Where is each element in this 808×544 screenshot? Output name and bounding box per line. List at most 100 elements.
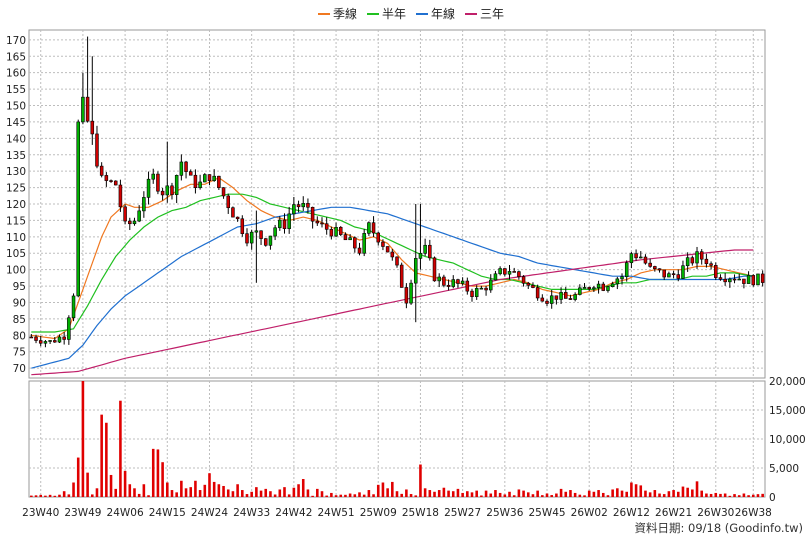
volume-bar-83 <box>419 464 422 497</box>
candle-body-65 <box>334 226 338 237</box>
candle-body-55 <box>287 213 291 229</box>
volume-bar-47 <box>250 491 253 497</box>
volume-bar-77 <box>391 481 394 497</box>
candle-body-139 <box>681 265 685 279</box>
candle-body-115 <box>568 298 573 300</box>
candle-body-59 <box>306 203 310 208</box>
volume-bar-37 <box>203 484 207 497</box>
candle-body-85 <box>428 244 432 259</box>
candle-body-108 <box>535 287 540 299</box>
chart-legend: 季線 半年 年線 三年 <box>318 6 504 21</box>
price-tick-label-20: 170 <box>6 35 26 47</box>
volume-bar-155 <box>756 494 760 497</box>
price-tick-label-0: 70 <box>13 363 26 375</box>
x-tick-label-8: 25W09 <box>360 507 397 519</box>
volume-bar-151 <box>737 495 741 497</box>
candle-body-77 <box>390 251 395 258</box>
volume-bar-132 <box>648 492 652 497</box>
price-tick-label-17: 155 <box>6 84 26 96</box>
volume-bar-43 <box>231 491 235 497</box>
candle-body-71 <box>362 233 366 254</box>
price-tick-label-12: 130 <box>6 166 26 178</box>
volume-bar-5 <box>53 495 57 497</box>
volume-bar-27 <box>156 449 160 497</box>
candle-body-61 <box>315 220 320 224</box>
candle-body-87 <box>437 276 441 282</box>
volume-bar-131 <box>644 490 647 497</box>
volume-bar-41 <box>222 485 225 497</box>
candle-body-60 <box>310 206 315 222</box>
candle-body-111 <box>549 295 554 304</box>
volume-bar-97 <box>484 490 488 497</box>
volume-bar-120 <box>592 491 596 497</box>
x-tick-label-15: 26W21 <box>655 507 692 519</box>
volume-bar-20 <box>123 470 127 497</box>
candle-body-122 <box>601 283 606 291</box>
candle-body-75 <box>381 241 385 247</box>
candle-body-46 <box>245 233 249 244</box>
volume-bar-26 <box>151 448 155 497</box>
candle-body-147 <box>718 277 723 280</box>
volume-bar-112 <box>555 493 558 497</box>
volume-bar-95 <box>475 490 478 497</box>
candle-body-120 <box>592 287 596 290</box>
volume-bar-122 <box>601 492 605 497</box>
volume-bar-102 <box>508 491 511 497</box>
volume-bar-7 <box>62 491 66 497</box>
x-tick-label-11: 25W36 <box>486 507 523 519</box>
candle-body-107 <box>531 285 535 288</box>
ma-line-1 <box>31 193 754 333</box>
candle-body-137 <box>671 273 676 275</box>
candle-body-31 <box>174 175 179 195</box>
price-tick-label-10: 120 <box>6 199 26 211</box>
volume-bar-94 <box>470 492 474 497</box>
candle-body-96 <box>479 287 484 290</box>
price-tick-label-6: 100 <box>6 265 26 277</box>
candle-body-40 <box>217 175 221 188</box>
price-tick-label-18: 160 <box>6 68 26 80</box>
candle-body-106 <box>526 282 531 286</box>
volume-bar-84 <box>423 488 427 497</box>
candle-body-29 <box>165 185 170 196</box>
legend-label-2: 年線 <box>431 6 455 21</box>
volume-bar-135 <box>662 494 666 497</box>
volume-bar-13 <box>90 494 94 497</box>
candle-body-53 <box>278 219 282 229</box>
volume-bar-73 <box>372 494 375 497</box>
volume-bar-10 <box>76 457 80 497</box>
volume-bar-45 <box>241 490 244 497</box>
volume-bar-36 <box>198 490 202 497</box>
volume-bar-144 <box>705 493 708 497</box>
volume-bar-115 <box>569 490 572 497</box>
candle-body-73 <box>371 222 376 234</box>
candle-body-109 <box>540 297 545 302</box>
candle-body-81 <box>409 282 413 304</box>
volume-bar-93 <box>466 491 469 497</box>
x-tick-label-17: 26W38 <box>735 507 772 519</box>
candle-body-98 <box>489 279 493 291</box>
volume-bar-3 <box>44 495 47 497</box>
volume-tick-label-1: 5,000 <box>769 463 799 475</box>
candle-body-132 <box>648 262 652 267</box>
ma-line-2 <box>31 206 754 369</box>
price-tick-label-3: 85 <box>13 314 26 326</box>
x-tick-label-1: 23W49 <box>64 507 101 519</box>
candle-body-93 <box>465 280 470 292</box>
candle-body-23 <box>137 210 141 222</box>
volume-bar-126 <box>620 490 624 497</box>
volume-tick-label-4: 20,000 <box>769 376 806 388</box>
volume-bar-55 <box>287 494 291 497</box>
volume-bar-80 <box>405 489 408 497</box>
candle-body-21 <box>128 220 132 225</box>
candle-body-90 <box>451 279 456 287</box>
candle-body-52 <box>273 227 277 237</box>
price-grid <box>29 30 765 378</box>
candle-body-57 <box>296 204 301 208</box>
volume-bar-67 <box>344 494 347 497</box>
volume-bar-118 <box>583 495 586 497</box>
volume-bar-39 <box>212 481 216 497</box>
volume-bar-119 <box>587 490 591 497</box>
volume-bar-123 <box>606 495 610 497</box>
candle-body-82 <box>413 258 418 284</box>
